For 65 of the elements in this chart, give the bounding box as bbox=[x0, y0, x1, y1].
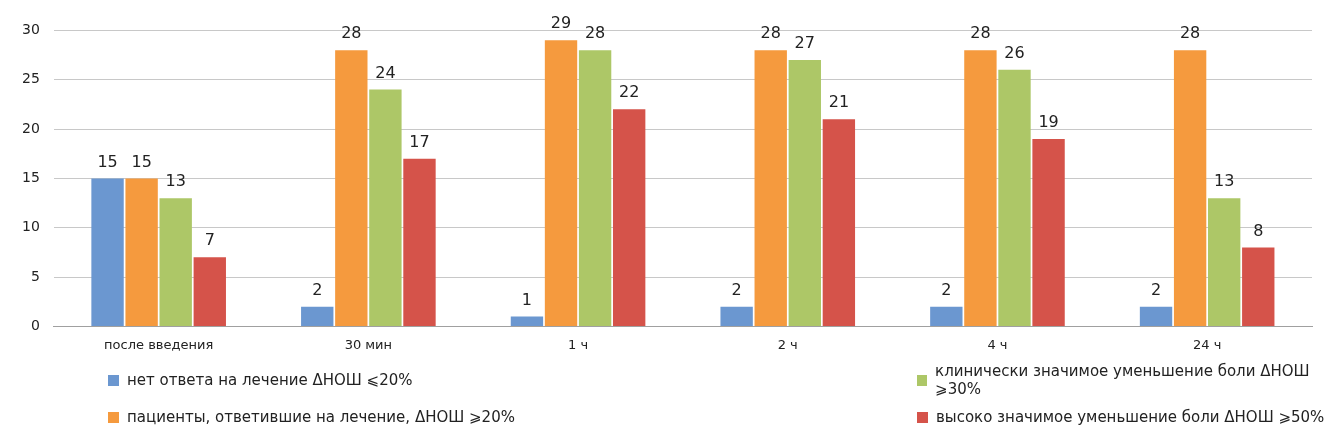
data-label: 28 bbox=[584, 23, 606, 43]
bar bbox=[1242, 247, 1275, 326]
data-label: 2 bbox=[312, 279, 323, 299]
data-label: 2 bbox=[1150, 279, 1162, 299]
data-label: 15 bbox=[131, 151, 152, 171]
x-tick-label: 24 ч bbox=[1192, 336, 1222, 352]
bar bbox=[930, 306, 963, 326]
legend-label: клинически значимое уменьшение боли ΔНОШ ⩾30% bbox=[935, 362, 1311, 398]
bar bbox=[544, 40, 578, 326]
data-label: 15 bbox=[97, 151, 118, 171]
bar bbox=[510, 316, 544, 326]
data-label: 17 bbox=[409, 131, 430, 151]
bar bbox=[964, 50, 997, 326]
bar bbox=[301, 306, 334, 326]
data-label: 26 bbox=[1004, 43, 1025, 63]
data-label: 2 bbox=[731, 279, 742, 299]
y-tick-label: 0 bbox=[30, 317, 40, 334]
data-label: 1 bbox=[521, 289, 533, 309]
data-label: 7 bbox=[204, 230, 215, 250]
bar bbox=[369, 89, 402, 326]
y-tick-label: 5 bbox=[30, 267, 40, 284]
bar bbox=[1208, 198, 1241, 326]
data-label: 28 bbox=[760, 23, 781, 43]
bar bbox=[822, 119, 856, 326]
x-tick-label: 2 ч bbox=[777, 336, 798, 352]
bar bbox=[754, 50, 787, 326]
y-tick-label: 25 bbox=[21, 70, 40, 87]
y-tick-label: 15 bbox=[21, 169, 40, 186]
data-label: 28 bbox=[1179, 23, 1201, 43]
bar bbox=[578, 50, 612, 326]
data-label: 28 bbox=[341, 23, 362, 43]
y-tick-label: 20 bbox=[21, 119, 40, 136]
y-tick-label: 30 bbox=[21, 21, 40, 38]
bar bbox=[159, 198, 192, 326]
x-tick-label: 1 ч bbox=[568, 336, 589, 352]
x-tick-label: 30 мин bbox=[344, 336, 393, 352]
data-label: 21 bbox=[828, 92, 850, 112]
data-label: 28 bbox=[970, 23, 991, 43]
bar bbox=[1032, 138, 1065, 326]
data-label: 13 bbox=[1214, 171, 1235, 191]
data-label: 8 bbox=[1253, 220, 1264, 240]
bar bbox=[335, 50, 368, 326]
x-tick-label: 4 ч bbox=[987, 336, 1008, 352]
x-tick-label: после введения bbox=[104, 336, 214, 352]
bar bbox=[193, 257, 226, 326]
bar bbox=[612, 109, 646, 326]
data-label: 2 bbox=[941, 279, 952, 299]
bar bbox=[788, 60, 821, 326]
legend-label: нет ответа на лечение ΔНОШ ⩽20% bbox=[127, 371, 413, 389]
bar bbox=[1139, 306, 1173, 326]
bar bbox=[998, 69, 1031, 326]
data-label: 13 bbox=[165, 171, 186, 191]
data-label: 29 bbox=[550, 13, 572, 33]
bar bbox=[720, 306, 753, 326]
data-label: 24 bbox=[375, 62, 396, 82]
bar bbox=[91, 178, 124, 326]
data-label: 22 bbox=[618, 82, 640, 102]
bar bbox=[125, 178, 158, 326]
bar bbox=[1173, 50, 1207, 326]
data-label: 27 bbox=[794, 33, 815, 53]
bar bbox=[403, 158, 436, 326]
data-label: 19 bbox=[1038, 112, 1059, 132]
legend-label: пациенты, ответившие на лечение, ΔНОШ ⩾20% bbox=[127, 408, 515, 426]
legend-label: высоко значимое уменьшение боли ΔНОШ ⩾50% bbox=[936, 408, 1325, 426]
y-tick-label: 10 bbox=[21, 218, 40, 235]
